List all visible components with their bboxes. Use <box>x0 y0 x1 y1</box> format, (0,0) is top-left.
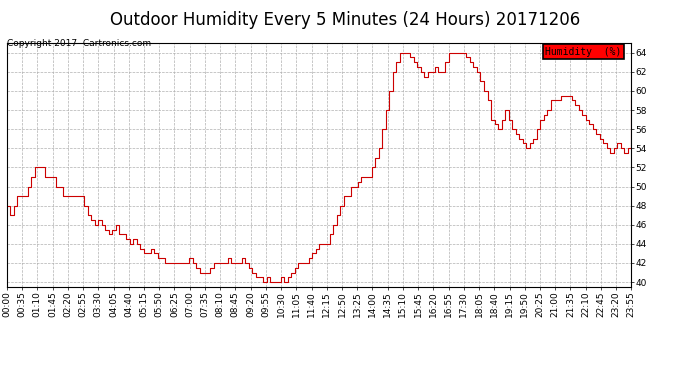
Text: Humidity  (%): Humidity (%) <box>545 47 622 57</box>
Text: Outdoor Humidity Every 5 Minutes (24 Hours) 20171206: Outdoor Humidity Every 5 Minutes (24 Hou… <box>110 11 580 29</box>
Text: Copyright 2017  Cartronics.com: Copyright 2017 Cartronics.com <box>7 39 151 48</box>
